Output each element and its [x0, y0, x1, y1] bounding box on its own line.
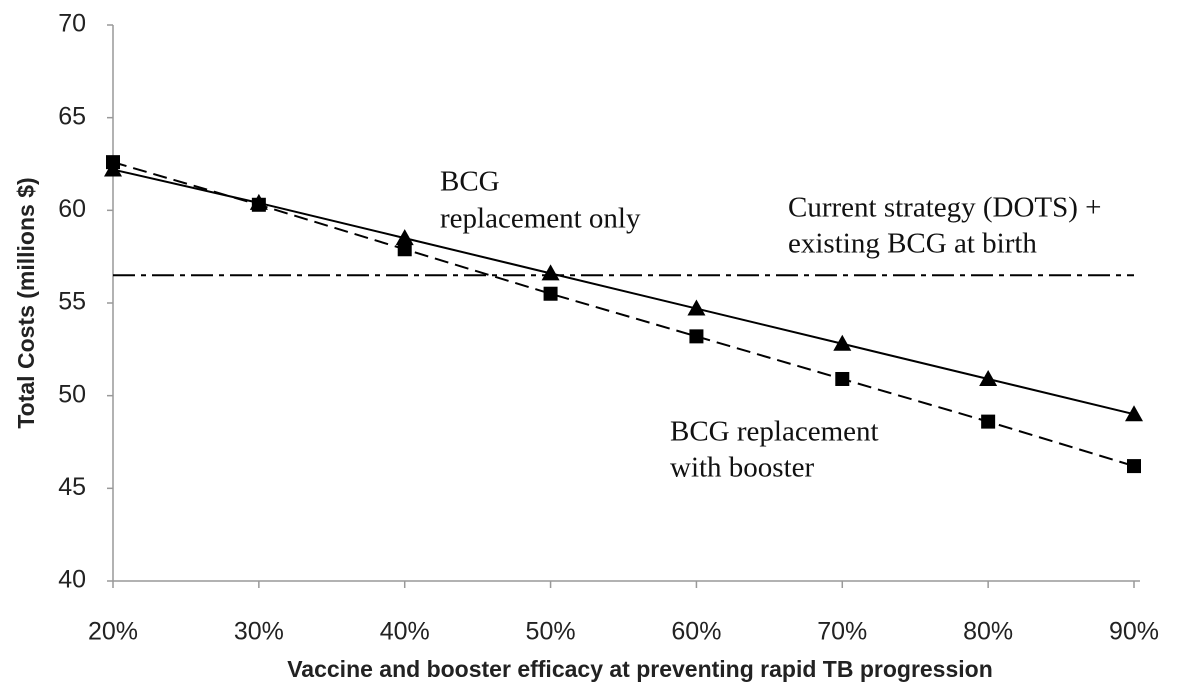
- y-tick-label: 55: [58, 288, 86, 316]
- triangle-marker: [833, 334, 852, 351]
- square-marker: [689, 329, 704, 344]
- annotation: BCG replacement: [670, 416, 879, 448]
- series-line: [112, 161, 1135, 468]
- y-tick-label: 65: [58, 102, 86, 130]
- annotation: existing BCG at birth: [788, 228, 1037, 260]
- x-tick-label: 90%: [1109, 618, 1159, 646]
- y-tick-label: 45: [58, 473, 86, 501]
- x-tick-label: 70%: [817, 618, 867, 646]
- square-marker: [981, 414, 996, 429]
- square-marker: [543, 286, 558, 301]
- annotation: replacement only: [440, 203, 641, 235]
- x-tick-label: 60%: [671, 618, 721, 646]
- triangle-marker: [1125, 405, 1143, 422]
- triangle-marker: [979, 369, 998, 386]
- square-marker: [835, 371, 850, 386]
- x-axis-title: Vaccine and booster efficacy at preventi…: [287, 656, 993, 682]
- x-tick-label: 80%: [963, 618, 1013, 646]
- x-tick-label: 40%: [380, 618, 430, 646]
- x-tick-label: 30%: [234, 618, 284, 646]
- y-axis-title: Total Costs (millions $): [13, 177, 39, 428]
- x-tick-label: 20%: [88, 618, 138, 646]
- y-tick-label: 60: [58, 195, 86, 223]
- y-tick-label: 40: [58, 566, 86, 594]
- annotation: BCG: [440, 166, 500, 198]
- square-marker: [397, 242, 412, 257]
- series-line: [112, 168, 1135, 416]
- y-tick-label: 50: [58, 380, 86, 408]
- square-marker: [251, 197, 266, 212]
- annotation: Current strategy (DOTS) +: [788, 192, 1102, 224]
- triangle-marker: [541, 264, 560, 281]
- y-tick-label: 70: [58, 10, 86, 38]
- triangle-marker: [687, 299, 706, 316]
- annotation: with booster: [670, 452, 815, 484]
- triangle-marker: [395, 229, 414, 246]
- x-tick-label: 50%: [526, 618, 576, 646]
- square-marker: [106, 155, 120, 170]
- square-marker: [1127, 459, 1141, 474]
